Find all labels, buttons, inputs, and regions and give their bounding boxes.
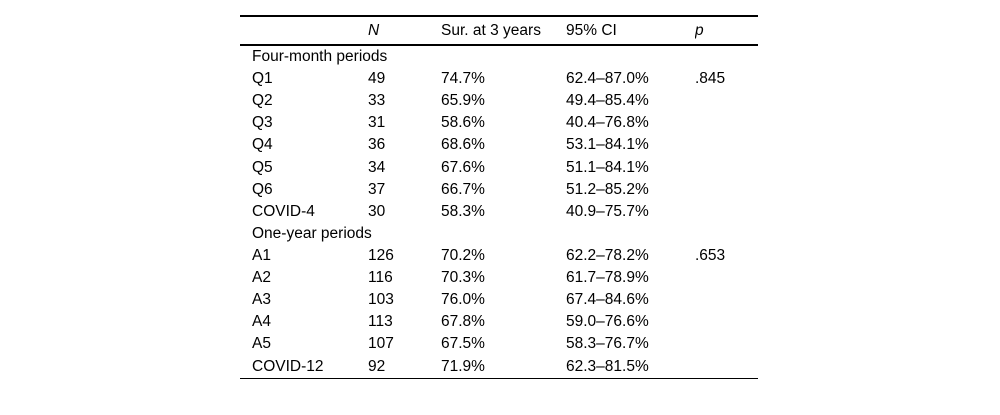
cell-ci: 59.0–76.6%	[566, 313, 649, 331]
table-row: Q4 36 68.6% 53.1–84.1%	[240, 134, 758, 156]
cell-ci: 62.2–78.2%	[566, 247, 649, 265]
table-row: A1 126 70.2% 62.2–78.2% .653	[240, 245, 758, 267]
cell-ci: 62.3–81.5%	[566, 357, 649, 375]
cell-p	[695, 112, 758, 134]
cell-p	[695, 134, 758, 156]
cell-ci: 49.4–85.4%	[566, 92, 649, 110]
section-title: Four-month periods	[252, 48, 388, 66]
col-header-ci: 95% CI	[566, 16, 695, 46]
cell-survival: 70.3%	[441, 269, 485, 287]
cell-n: 107	[368, 335, 394, 353]
cell-survival: 67.8%	[441, 313, 485, 331]
cell-label: Q6	[252, 180, 273, 198]
cell-n: 116	[368, 269, 393, 287]
cell-survival: 67.5%	[441, 335, 485, 353]
cell-survival: 66.7%	[441, 180, 485, 198]
cell-p	[695, 201, 758, 223]
table-row: Q5 34 67.6% 51.1–84.1%	[240, 157, 758, 179]
cell-label: Q4	[252, 136, 273, 154]
cell-label: COVID-4	[252, 202, 315, 220]
cell-ci: 62.4–87.0%	[566, 70, 649, 88]
table-row: Q3 31 58.6% 40.4–76.8%	[240, 112, 758, 134]
cell-n: 33	[368, 92, 386, 110]
cell-label: A1	[252, 247, 271, 265]
section-title: One-year periods	[252, 224, 372, 242]
col-header-survival: Sur. at 3 years	[441, 16, 566, 46]
cell-n: 49	[368, 70, 386, 88]
col-header-period	[240, 16, 368, 46]
cell-label: Q2	[252, 92, 273, 110]
cell-label: Q1	[252, 70, 273, 88]
cell-survival: 68.6%	[441, 136, 485, 154]
survival-table-container: N Sur. at 3 years 95% CI p Four-month pe…	[240, 15, 758, 379]
cell-n: 92	[368, 357, 386, 375]
table-row: A3 103 76.0% 67.4–84.6%	[240, 289, 758, 311]
cell-ci: 40.9–75.7%	[566, 202, 649, 220]
header-row: N Sur. at 3 years 95% CI p	[240, 16, 758, 46]
cell-n: 113	[368, 313, 393, 331]
table-row: A2 116 70.3% 61.7–78.9%	[240, 267, 758, 289]
cell-p	[695, 333, 758, 355]
cell-survival: 74.7%	[441, 70, 485, 88]
cell-survival: 58.3%	[441, 202, 485, 220]
table-row: A4 113 67.8% 59.0–76.6%	[240, 311, 758, 333]
cell-n: 126	[368, 247, 394, 265]
cell-label: A4	[252, 313, 271, 331]
cell-ci: 40.4–76.8%	[566, 114, 649, 132]
table-row: COVID-12 92 71.9% 62.3–81.5%	[240, 356, 758, 379]
cell-p	[695, 289, 758, 311]
survival-table: N Sur. at 3 years 95% CI p Four-month pe…	[240, 15, 758, 379]
cell-label: Q5	[252, 158, 273, 176]
cell-ci: 51.2–85.2%	[566, 180, 649, 198]
section-title-row: Four-month periods	[240, 45, 758, 68]
cell-n: 31	[368, 114, 386, 132]
cell-p	[695, 179, 758, 201]
cell-n: 36	[368, 136, 386, 154]
cell-ci: 53.1–84.1%	[566, 136, 649, 154]
cell-ci: 61.7–78.9%	[566, 269, 649, 287]
cell-n: 103	[368, 291, 394, 309]
cell-survival: 58.6%	[441, 114, 485, 132]
cell-ci: 67.4–84.6%	[566, 291, 649, 309]
cell-p	[695, 90, 758, 112]
table-row: A5 107 67.5% 58.3–76.7%	[240, 333, 758, 355]
cell-survival: 65.9%	[441, 92, 485, 110]
cell-n: 37	[368, 180, 386, 198]
cell-p	[695, 267, 758, 289]
cell-n: 30	[368, 202, 386, 220]
cell-ci: 58.3–76.7%	[566, 335, 649, 353]
cell-survival: 67.6%	[441, 158, 485, 176]
cell-label: COVID-12	[252, 357, 324, 375]
cell-p	[695, 157, 758, 179]
table-row: Q6 37 66.7% 51.2–85.2%	[240, 179, 758, 201]
cell-label: A3	[252, 291, 271, 309]
table-row: COVID-4 30 58.3% 40.9–75.7%	[240, 201, 758, 223]
cell-n: 34	[368, 158, 386, 176]
cell-label: A5	[252, 335, 271, 353]
col-header-p: p	[695, 16, 758, 46]
cell-p	[695, 356, 758, 379]
cell-p: .653	[695, 247, 726, 265]
cell-p: .845	[695, 70, 726, 88]
cell-p	[695, 311, 758, 333]
cell-ci: 51.1–84.1%	[566, 158, 649, 176]
cell-label: A2	[252, 269, 271, 287]
table-row: Q1 49 74.7% 62.4–87.0% .845	[240, 68, 758, 90]
section-title-row: One-year periods	[240, 223, 758, 245]
cell-label: Q3	[252, 114, 273, 132]
cell-survival: 71.9%	[441, 357, 485, 375]
col-header-n: N	[368, 16, 441, 46]
cell-survival: 76.0%	[441, 291, 485, 309]
cell-survival: 70.2%	[441, 247, 485, 265]
table-row: Q2 33 65.9% 49.4–85.4%	[240, 90, 758, 112]
